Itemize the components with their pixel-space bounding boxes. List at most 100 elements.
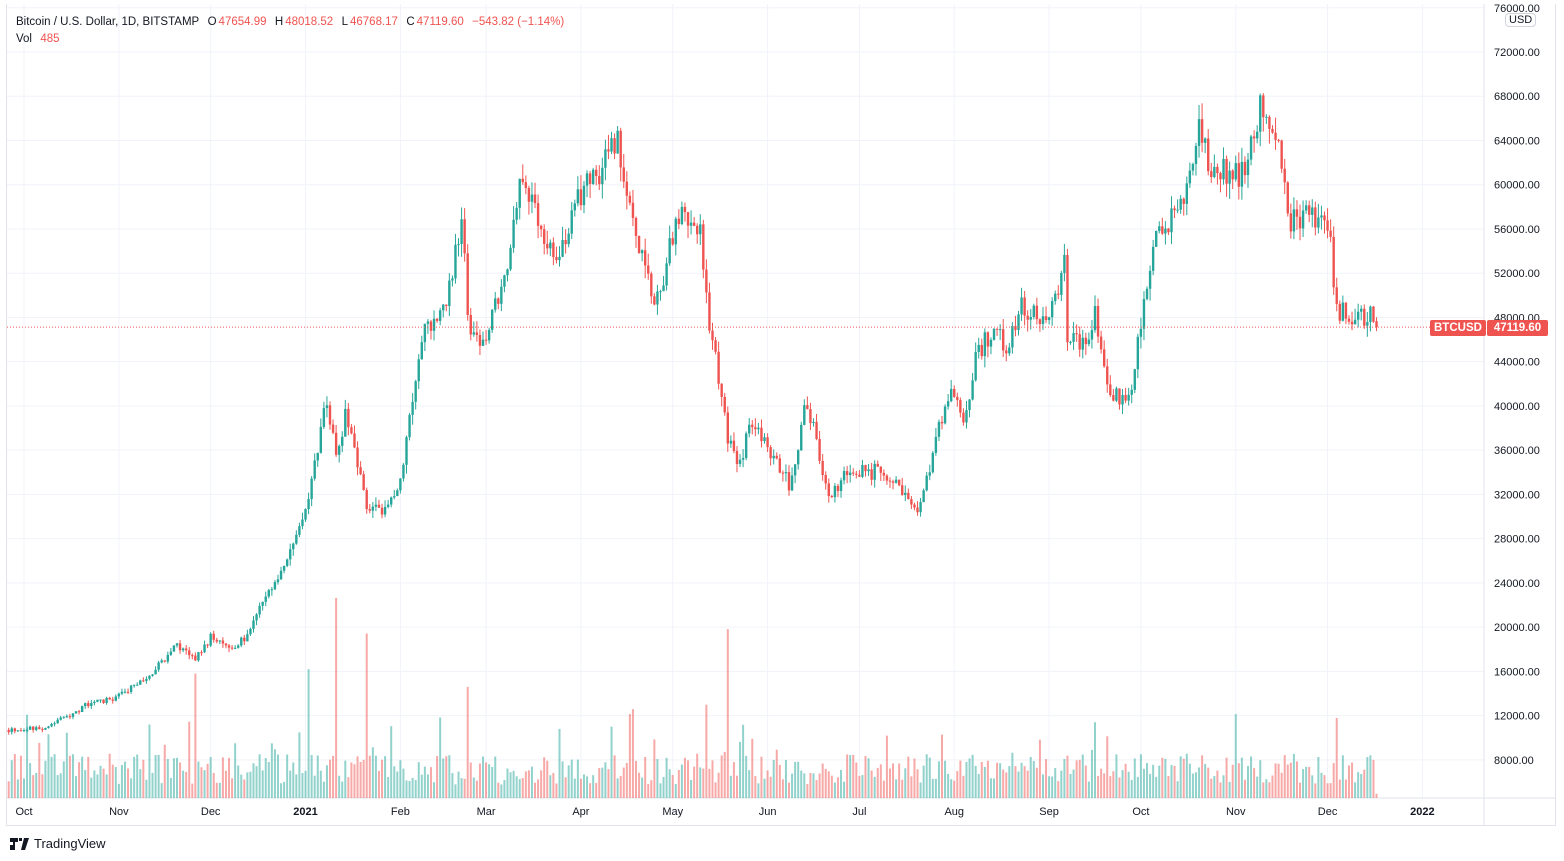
candle-body xyxy=(301,519,304,527)
volume-bar xyxy=(1188,763,1191,798)
candle-body xyxy=(839,480,843,492)
candle-body xyxy=(307,499,310,510)
candle-body xyxy=(365,490,368,510)
candle-body xyxy=(1115,388,1118,401)
candle-body xyxy=(1093,305,1097,331)
candle-body xyxy=(38,727,41,730)
currency-button[interactable]: USD xyxy=(1505,13,1537,27)
volume-bar xyxy=(1366,757,1369,798)
volume-bar xyxy=(224,770,227,798)
candle-body xyxy=(509,247,512,270)
tradingview-logo[interactable]: TradingView xyxy=(10,836,106,851)
volume-bar xyxy=(197,761,200,798)
volume-bar xyxy=(726,629,729,798)
candle-body xyxy=(331,424,335,433)
symbol-title[interactable]: Bitcoin / U.S. Dollar, 1D, BITSTAMP xyxy=(16,16,200,28)
candle-body xyxy=(487,329,491,341)
volume-bar xyxy=(322,781,325,798)
volume-bar xyxy=(928,757,931,798)
candle-body xyxy=(108,697,111,700)
candle-body xyxy=(154,669,157,675)
candle-body xyxy=(907,492,910,500)
volume-bar xyxy=(151,772,154,798)
candle-body xyxy=(1216,166,1219,174)
candle-body xyxy=(1075,333,1078,335)
volume-bar xyxy=(1164,758,1167,798)
candle-body xyxy=(224,643,228,646)
candle-body xyxy=(1298,216,1302,229)
candle-body xyxy=(1200,119,1204,143)
volume-bar xyxy=(35,772,38,798)
price-axis-label: 8000.00 xyxy=(1494,755,1534,767)
time-axis-label: Dec xyxy=(201,806,221,818)
candle-body xyxy=(751,424,754,428)
candle-body xyxy=(891,481,895,483)
candle-body xyxy=(1038,319,1042,324)
candle-body xyxy=(888,480,892,482)
candle-body xyxy=(53,723,56,725)
candle-body xyxy=(77,711,81,713)
candle-body xyxy=(928,472,931,476)
candle-body xyxy=(683,206,687,213)
volume-bar xyxy=(1087,781,1090,798)
volume-bar xyxy=(1259,760,1262,798)
candle-body xyxy=(1127,394,1130,401)
volume-bar xyxy=(1139,754,1142,798)
volume-bar xyxy=(133,756,136,798)
candle-body xyxy=(530,194,534,202)
candle-body xyxy=(1265,116,1268,118)
candle-body xyxy=(285,559,289,566)
volume-value: 485 xyxy=(40,33,60,45)
volume-bar xyxy=(255,766,258,798)
volume-bar xyxy=(301,772,304,798)
volume-bar xyxy=(769,776,772,798)
volume-bar xyxy=(693,766,696,798)
volume-bar xyxy=(784,760,787,798)
volume-bar xyxy=(172,758,175,798)
candle-body xyxy=(206,644,209,646)
candle-body xyxy=(570,210,573,234)
candle-body xyxy=(1344,302,1348,319)
volume-bar xyxy=(1234,714,1237,798)
volume-bar xyxy=(993,778,996,798)
volume-bar xyxy=(1299,782,1302,798)
candle-body xyxy=(258,605,261,615)
low-label: L xyxy=(341,16,348,28)
candle-body xyxy=(264,596,267,602)
volume-bar xyxy=(237,765,240,798)
volume-bar xyxy=(1329,783,1332,798)
candle-body xyxy=(870,469,873,480)
volume-bar xyxy=(1032,760,1035,798)
candle-body xyxy=(396,490,399,497)
volume-bar xyxy=(775,749,778,798)
candle-body xyxy=(983,332,987,357)
volume-bar xyxy=(500,784,503,798)
volume-bar xyxy=(429,767,432,798)
candle-body xyxy=(426,321,430,324)
volume-bar xyxy=(530,766,533,798)
candle-body xyxy=(1213,166,1216,178)
time-axis-label: Mar xyxy=(477,806,496,818)
volume-bar xyxy=(1048,776,1051,798)
candle-body xyxy=(390,497,393,505)
candle-body xyxy=(919,502,922,513)
volume-bar xyxy=(1243,779,1246,798)
candle-body xyxy=(956,396,959,401)
volume-bar xyxy=(1136,776,1139,798)
volume-bar xyxy=(702,768,705,798)
candle-body xyxy=(19,730,23,732)
volume-bar xyxy=(1106,736,1109,798)
volume-label[interactable]: Vol xyxy=(16,33,32,45)
volume-bar xyxy=(576,759,579,798)
volume-bar xyxy=(231,778,234,798)
volume-bar xyxy=(1038,739,1041,798)
volume-bar xyxy=(203,770,206,798)
volume-bar xyxy=(720,755,723,798)
volume-bar xyxy=(696,753,699,798)
candle-body xyxy=(1066,254,1069,343)
volume-bar xyxy=(166,758,169,798)
volume-bar xyxy=(176,757,178,798)
candle-body xyxy=(1148,270,1152,289)
